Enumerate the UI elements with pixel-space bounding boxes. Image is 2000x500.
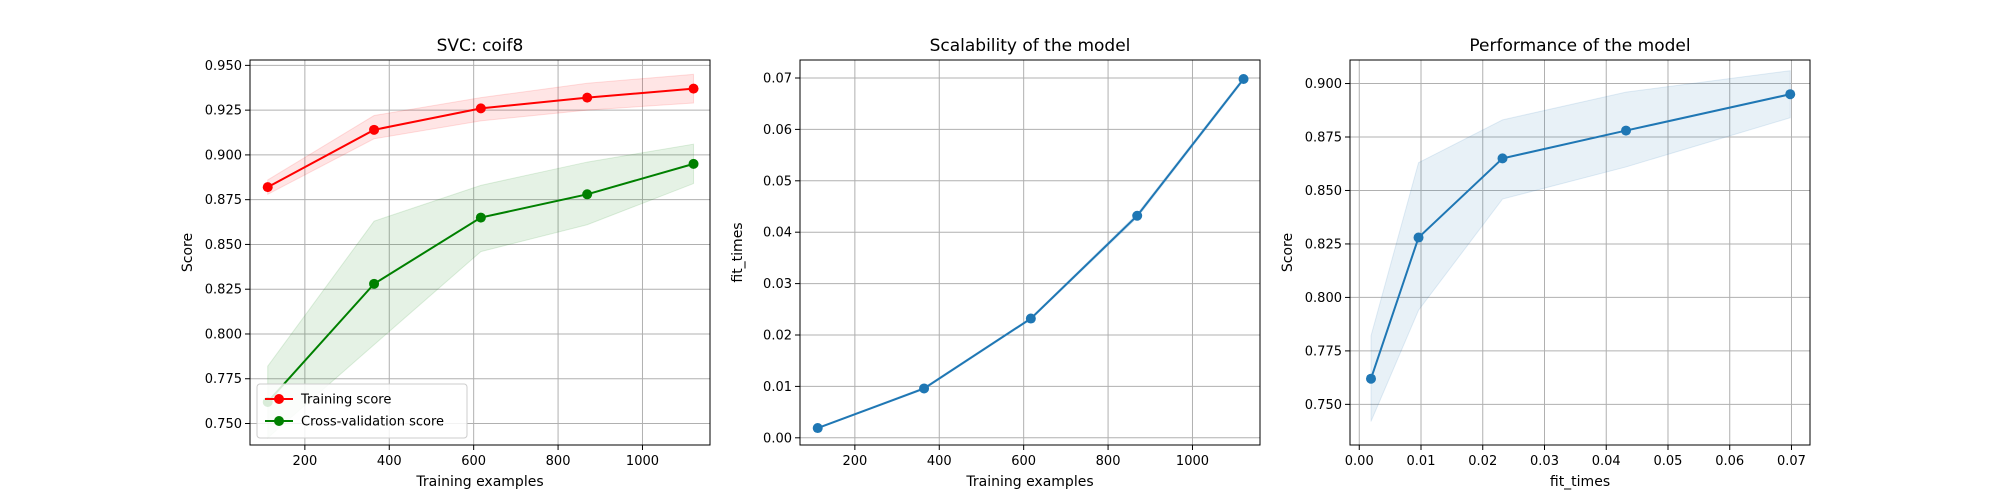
x-tick-label: 0.04 (1592, 454, 1621, 469)
series-band (817, 76, 1245, 430)
y-tick-label: 0.750 (1305, 398, 1342, 413)
x-tick-label: 800 (1096, 454, 1121, 469)
x-tick-label: 1000 (626, 454, 659, 469)
data-point (1413, 232, 1424, 243)
y-tick-label: 0.02 (763, 329, 792, 344)
y-tick-label: 0.04 (763, 226, 792, 241)
x-tick-label: 600 (1011, 454, 1036, 469)
chart-title: Performance of the model (1469, 36, 1690, 56)
y-tick-label: 0.825 (205, 283, 242, 298)
x-tick-label: 200 (292, 454, 317, 469)
y-tick-label: 0.00 (763, 431, 792, 446)
y-axis-label: Score (1280, 233, 1296, 272)
data-point (1785, 89, 1796, 100)
series-band (1370, 70, 1791, 422)
data-point (919, 383, 930, 394)
y-axis-label: Score (180, 233, 196, 272)
x-tick-label: 1000 (1176, 454, 1209, 469)
x-tick-label: 400 (927, 454, 952, 469)
chart-panel-1: 200 400 600 800 1000 0.750 0.775 0.800 0.825 0.85… (180, 36, 711, 490)
y-tick-label: 0.900 (205, 148, 242, 163)
y-tick-label: 0.07 (763, 71, 792, 86)
legend-box (256, 383, 468, 439)
data-point (1497, 153, 1508, 164)
data-point (1365, 373, 1376, 384)
y-tick-label: 0.775 (1305, 344, 1342, 359)
y-tick-label: 0.800 (205, 327, 242, 342)
axes-frame (249, 59, 711, 446)
y-tick-label: 0.01 (763, 380, 792, 395)
legend: Training score Cross-validation score (256, 383, 468, 439)
legend-swatch-marker (274, 394, 284, 404)
y-tick-label: 0.825 (1305, 237, 1342, 252)
x-axis-label: Training examples (965, 474, 1093, 490)
x-tick-label: 0.06 (1715, 454, 1744, 469)
data-point (812, 423, 823, 434)
x-tick-label: 0.03 (1530, 454, 1559, 469)
y-tick-label: 0.875 (1305, 131, 1342, 146)
data-point (369, 278, 380, 289)
y-tick-label: 0.05 (763, 174, 792, 189)
x-tick-label: 0.01 (1407, 454, 1436, 469)
axes-frame (799, 59, 1261, 446)
legend-label: Cross-validation score (301, 415, 444, 430)
x-tick-label: 0.02 (1468, 454, 1497, 469)
chart-title: Scalability of the model (930, 36, 1131, 56)
series-band (267, 143, 695, 439)
y-tick-label: 0.925 (205, 104, 242, 119)
x-axis-label: fit_times (1550, 474, 1610, 490)
data-point (475, 212, 486, 223)
x-tick-label: 0.05 (1654, 454, 1683, 469)
x-tick-label: 0.00 (1345, 454, 1374, 469)
y-axis-label: fit_times (730, 222, 746, 282)
y-tick-label: 0.850 (1305, 184, 1342, 199)
x-tick-label: 0.07 (1777, 454, 1806, 469)
data-point (475, 103, 486, 114)
data-point (262, 182, 273, 193)
y-tick-label: 0.800 (1305, 291, 1342, 306)
data-point (1238, 74, 1249, 85)
y-tick-label: 0.775 (205, 372, 242, 387)
axes-frame (1349, 59, 1811, 446)
data-point (1025, 313, 1036, 324)
data-point (369, 124, 380, 135)
x-tick-label: 400 (377, 454, 402, 469)
data-point (1132, 210, 1143, 221)
chart-title: SVC: coif8 (437, 36, 524, 56)
chart-panel-2: 200 400 600 800 1000 0.00 0.01 0.02 0.03 0.04 0.05… (730, 36, 1261, 490)
data-point (582, 92, 593, 103)
chart-panel-3: 0.00 0.01 0.02 0.03 0.04 0.05 0.06 0.07 0.750 0.7… (1280, 36, 1811, 490)
legend-swatch-marker (274, 416, 284, 426)
y-tick-label: 0.03 (763, 277, 792, 292)
data-point (688, 83, 699, 94)
x-tick-label: 600 (461, 454, 486, 469)
y-tick-label: 0.750 (205, 417, 242, 432)
y-tick-label: 0.900 (1305, 77, 1342, 92)
y-tick-label: 0.06 (763, 123, 792, 138)
series-band (267, 73, 695, 196)
data-point (582, 189, 593, 200)
data-point (688, 158, 699, 169)
x-axis-label: Training examples (415, 474, 543, 490)
y-tick-label: 0.950 (205, 59, 242, 74)
x-tick-label: 200 (842, 454, 867, 469)
y-tick-label: 0.850 (205, 238, 242, 253)
legend-label: Training score (300, 393, 391, 408)
series-line (817, 78, 1245, 429)
data-point (1621, 125, 1631, 136)
x-tick-label: 800 (546, 454, 571, 469)
y-tick-label: 0.875 (205, 193, 242, 208)
